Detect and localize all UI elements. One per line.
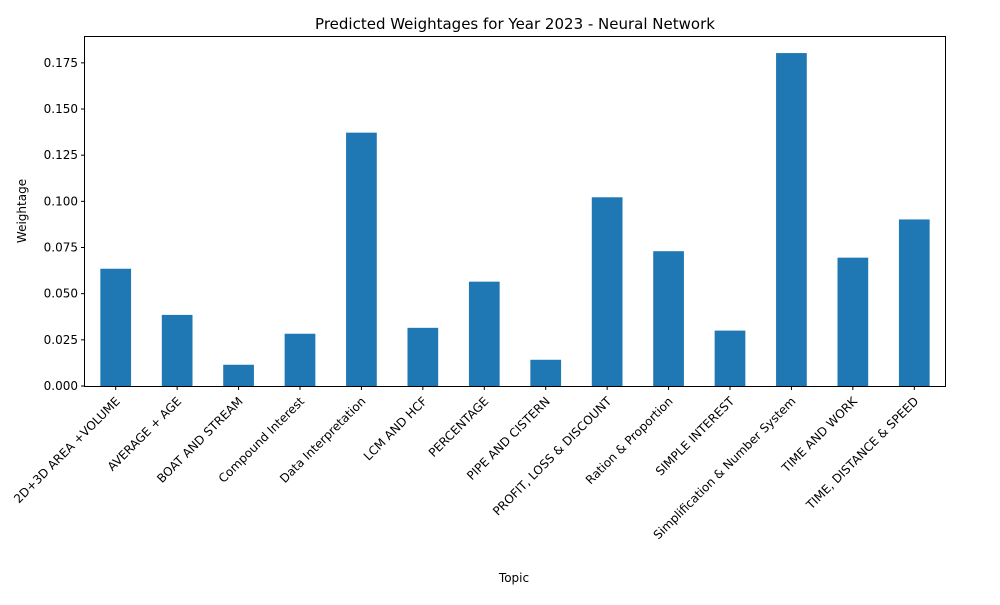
y-axis-label: Weightage [15, 179, 29, 243]
y-tick-label: 0.000 [44, 379, 78, 393]
plot-frame [84, 36, 946, 387]
bar-13 [898, 219, 930, 386]
bar-0 [100, 268, 132, 386]
y-tick-label: 0.150 [44, 102, 78, 116]
bar-9 [653, 251, 684, 386]
y-tick-label: 0.125 [44, 148, 78, 162]
x-tick-label: 2D+3D AREA +VOLUME [11, 394, 123, 506]
x-tick-label: PERCENTAGE [426, 394, 492, 460]
bar-6 [468, 281, 500, 386]
bar-1 [161, 314, 193, 386]
x-tick-label: PROFIT, LOSS & DISCOUNT [490, 394, 615, 519]
y-tick-label: 0.025 [44, 333, 78, 347]
bar-12 [837, 257, 869, 386]
bars-layer [100, 53, 930, 386]
x-axis-label: Topic [498, 571, 529, 585]
y-tick-label: 0.075 [44, 241, 78, 255]
y-tick-label: 0.100 [44, 194, 78, 208]
bar-3 [284, 333, 316, 386]
bar-11 [776, 53, 807, 386]
bar-4 [346, 132, 377, 386]
bar-8 [591, 197, 623, 386]
x-tick-label: TIME, DISTANCE & SPEED [803, 394, 922, 513]
bar-5 [407, 327, 439, 386]
y-tick-label: 0.050 [44, 287, 78, 301]
bar-2 [223, 364, 254, 386]
y-tick-label: 0.175 [44, 56, 78, 70]
y-axis: 0.000 0.025 0.050 0.075 0.100 0.125 0.150 0.175 [44, 56, 85, 393]
chart-title: Predicted Weightages for Year 2023 - Neu… [315, 15, 715, 33]
bar-10 [714, 330, 746, 386]
bar-7 [530, 359, 562, 386]
x-tick-label: LCM AND HCF [361, 394, 430, 463]
